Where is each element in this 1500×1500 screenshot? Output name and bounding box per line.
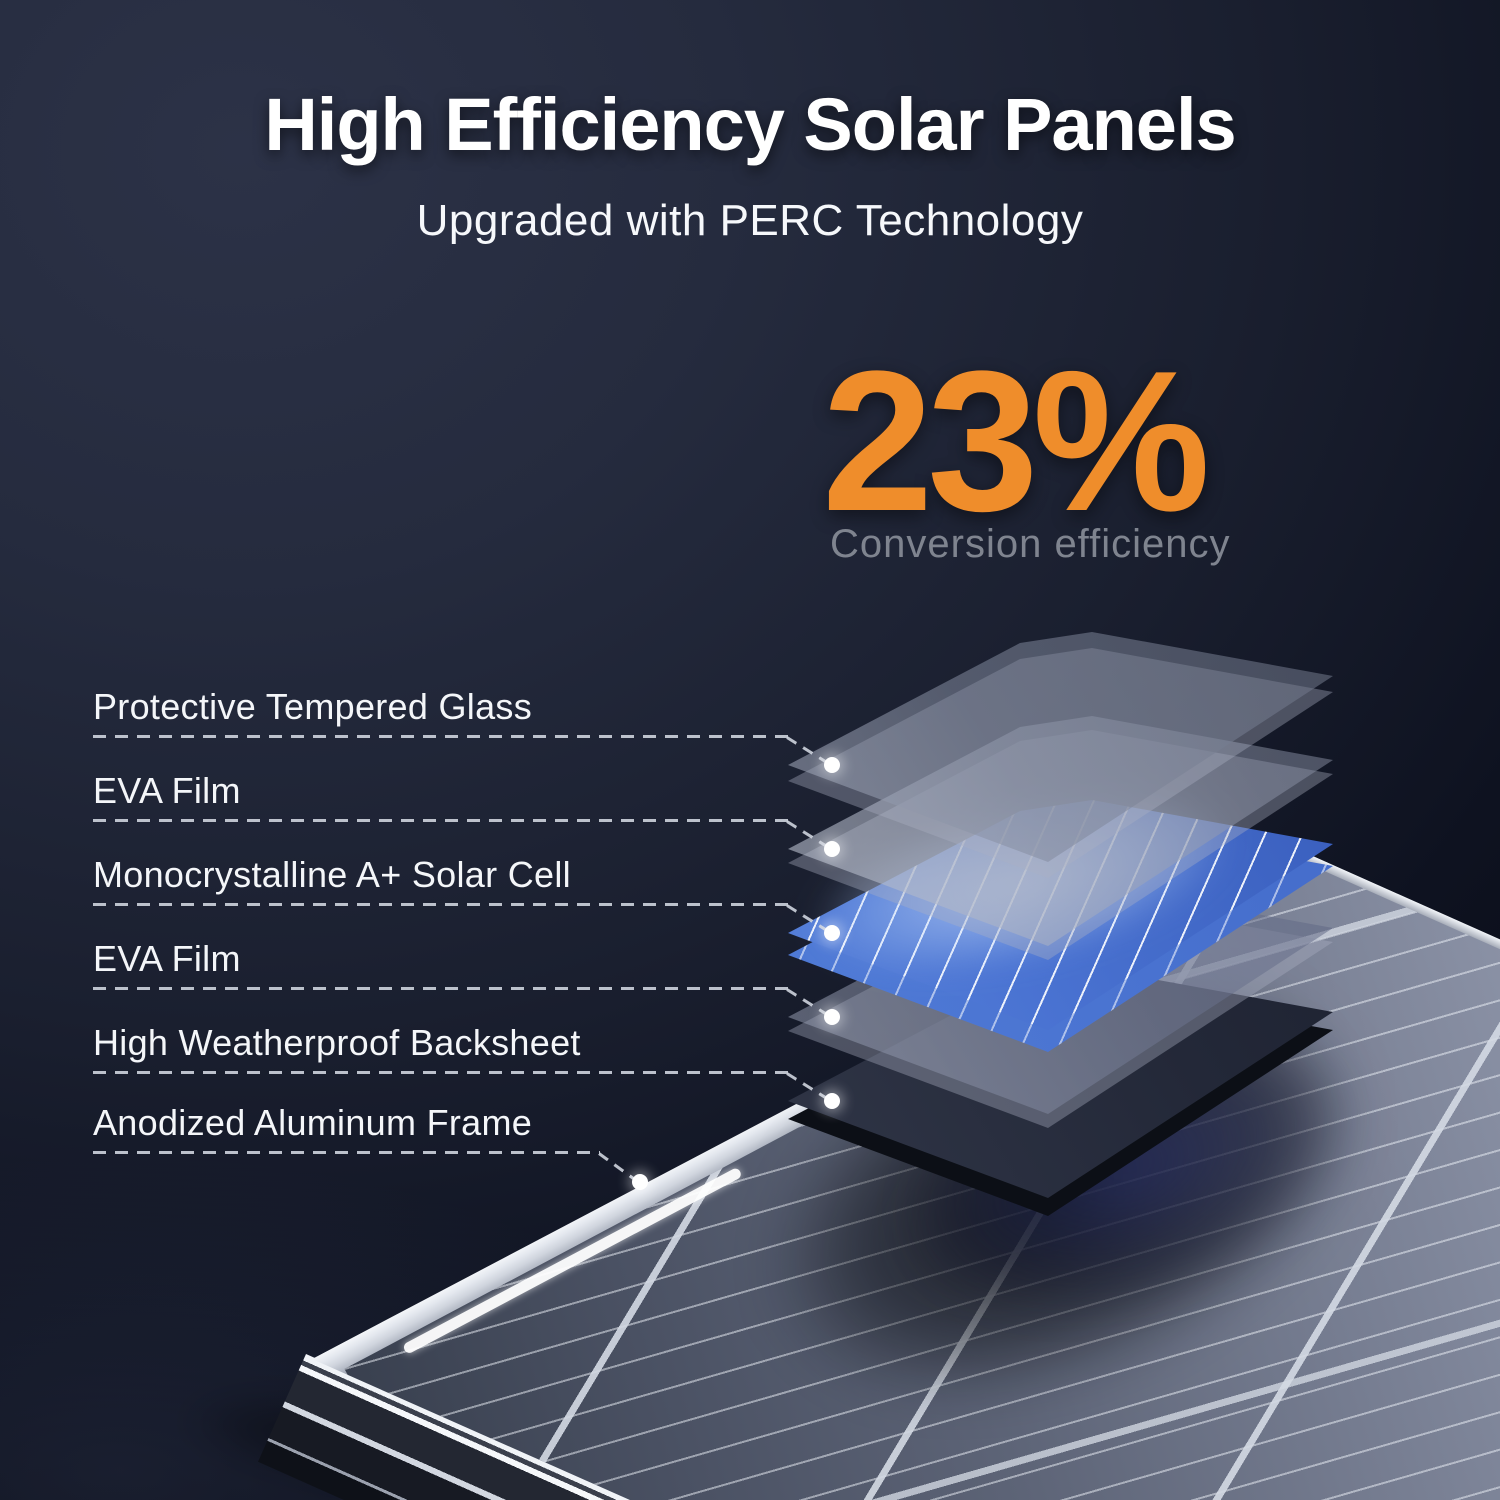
- marker-dot-frame: [632, 1174, 648, 1190]
- marker-dot-eva-top: [824, 841, 840, 857]
- efficiency-caption: Conversion efficiency: [830, 522, 1231, 566]
- layer-label-eva-top: EVA Film: [93, 770, 241, 811]
- marker-dot-eva-bottom: [824, 1009, 840, 1025]
- marker-dot-backsheet: [824, 1093, 840, 1109]
- page-subtitle: Upgraded with PERC Technology: [416, 196, 1084, 245]
- leader-line: [93, 903, 788, 906]
- leader-line: [93, 1151, 600, 1154]
- layer-label-eva-bottom: EVA Film: [93, 938, 241, 979]
- leader-line: [93, 819, 788, 822]
- leader-line: [93, 987, 788, 990]
- efficiency-value: 23%: [822, 330, 1210, 553]
- marker-dot-cell: [824, 925, 840, 941]
- page-title: High Efficiency Solar Panels: [264, 83, 1236, 166]
- layer-label-backsheet: High Weatherproof Backsheet: [93, 1022, 581, 1063]
- layer-label-frame: Anodized Aluminum Frame: [93, 1102, 533, 1143]
- leader-line: [93, 1071, 788, 1074]
- layer-label-cell: Monocrystalline A+ Solar Cell: [93, 854, 571, 895]
- layer-label-glass: Protective Tempered Glass: [93, 686, 533, 727]
- marker-dot-glass: [824, 757, 840, 773]
- leader-line: [93, 735, 788, 738]
